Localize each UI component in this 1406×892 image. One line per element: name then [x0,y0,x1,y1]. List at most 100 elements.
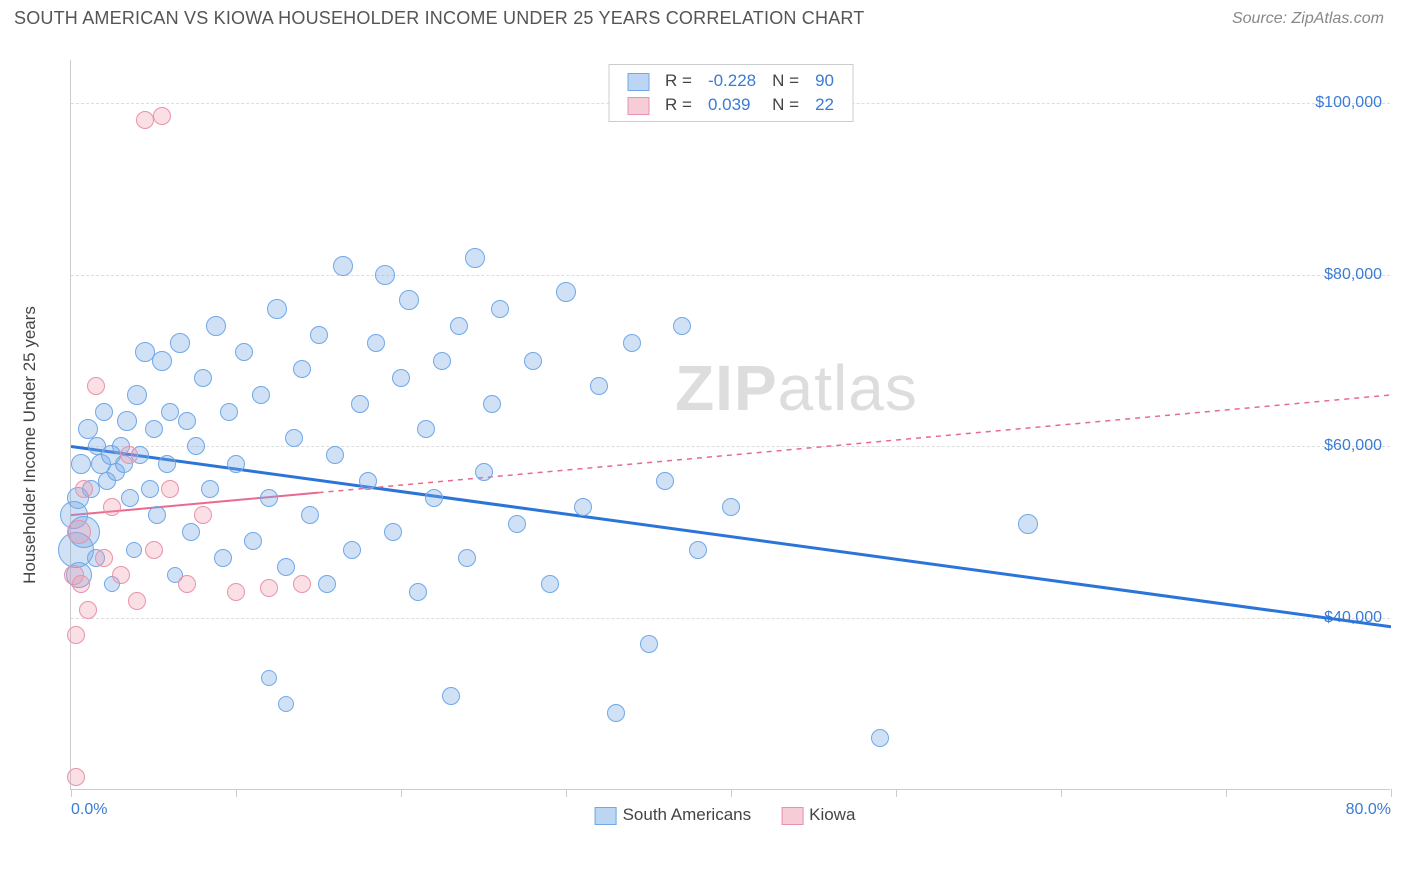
data-point-south_americans [871,729,889,747]
data-point-kiowa [194,506,212,524]
data-point-south_americans [285,429,303,447]
data-point-south_americans [409,583,427,601]
data-point-kiowa [136,111,154,129]
data-point-kiowa [79,601,97,619]
legend-row-south_americans: R =-0.228N =90 [619,69,842,93]
data-point-south_americans [673,317,691,335]
data-point-kiowa [67,626,85,644]
x-tick [566,789,567,797]
data-point-kiowa [145,541,163,559]
legend-item: Kiowa [771,805,855,824]
r-label: R = [657,69,700,93]
x-tick [71,789,72,797]
data-point-south_americans [121,489,139,507]
data-point-kiowa [128,592,146,610]
data-point-south_americans [607,704,625,722]
data-point-kiowa [103,498,121,516]
x-tick [896,789,897,797]
gridline [71,275,1390,276]
source-attribution: Source: ZipAtlas.com [1232,10,1384,28]
data-point-south_americans [483,395,501,413]
data-point-south_americans [640,635,658,653]
x-tick-label: 80.0% [1346,801,1391,819]
data-point-south_americans [318,575,336,593]
data-point-south_americans [145,420,163,438]
data-point-kiowa [161,480,179,498]
legend-swatch [781,807,803,825]
data-point-south_americans [524,352,542,370]
data-point-south_americans [220,403,238,421]
data-point-south_americans [95,403,113,421]
data-point-kiowa [95,549,113,567]
data-point-kiowa [178,575,196,593]
data-point-south_americans [227,455,245,473]
data-point-kiowa [67,768,85,786]
data-point-south_americans [343,541,361,559]
legend-item: South Americans [585,805,752,824]
n-value: 22 [807,93,842,117]
x-tick [401,789,402,797]
data-point-kiowa [227,583,245,601]
data-point-kiowa [260,579,278,597]
data-point-south_americans [267,299,287,319]
data-point-south_americans [261,670,277,686]
chart-title: SOUTH AMERICAN VS KIOWA HOUSEHOLDER INCO… [14,8,864,29]
data-point-south_americans [194,369,212,387]
data-point-south_americans [508,515,526,533]
data-point-kiowa [87,377,105,395]
data-point-south_americans [475,463,493,481]
legend-swatch [627,73,649,91]
data-point-south_americans [326,446,344,464]
data-point-south_americans [277,558,295,576]
legend-row-kiowa: R = 0.039N =22 [619,93,842,117]
data-point-south_americans [235,343,253,361]
gridline [71,446,1390,447]
data-point-south_americans [301,506,319,524]
data-point-south_americans [182,523,200,541]
data-point-south_americans [178,412,196,430]
n-label: N = [764,69,807,93]
r-value: 0.039 [700,93,764,117]
y-tick-label: $60,000 [1324,437,1382,455]
y-axis-title: Householder Income Under 25 years [20,306,40,584]
r-label: R = [657,93,700,117]
data-point-south_americans [656,472,674,490]
data-point-kiowa [153,107,171,125]
data-point-south_americans [491,300,509,318]
data-point-south_americans [333,256,353,276]
data-point-kiowa [112,566,130,584]
data-point-south_americans [541,575,559,593]
data-point-south_americans [623,334,641,352]
data-point-kiowa [293,575,311,593]
data-point-south_americans [359,472,377,490]
data-point-south_americans [252,386,270,404]
data-point-south_americans [158,455,176,473]
data-point-south_americans [201,480,219,498]
plot-region: ZIPatlas R =-0.228N =90R = 0.039N =22 $4… [70,60,1390,790]
data-point-south_americans [689,541,707,559]
data-point-south_americans [458,549,476,567]
data-point-south_americans [399,290,419,310]
data-point-south_americans [78,419,98,439]
data-point-south_americans [278,696,294,712]
data-point-south_americans [556,282,576,302]
data-point-south_americans [351,395,369,413]
data-point-south_americans [310,326,328,344]
data-point-south_americans [574,498,592,516]
x-tick [236,789,237,797]
x-tick [731,789,732,797]
data-point-south_americans [260,489,278,507]
data-point-kiowa [75,480,93,498]
data-point-south_americans [127,385,147,405]
data-point-south_americans [425,489,443,507]
n-value: 90 [807,69,842,93]
x-tick [1061,789,1062,797]
data-point-south_americans [450,317,468,335]
data-point-south_americans [126,542,142,558]
y-tick-label: $40,000 [1324,609,1382,627]
y-tick-label: $100,000 [1315,94,1382,112]
data-point-kiowa [120,446,138,464]
data-point-south_americans [722,498,740,516]
data-point-south_americans [465,248,485,268]
data-point-south_americans [367,334,385,352]
